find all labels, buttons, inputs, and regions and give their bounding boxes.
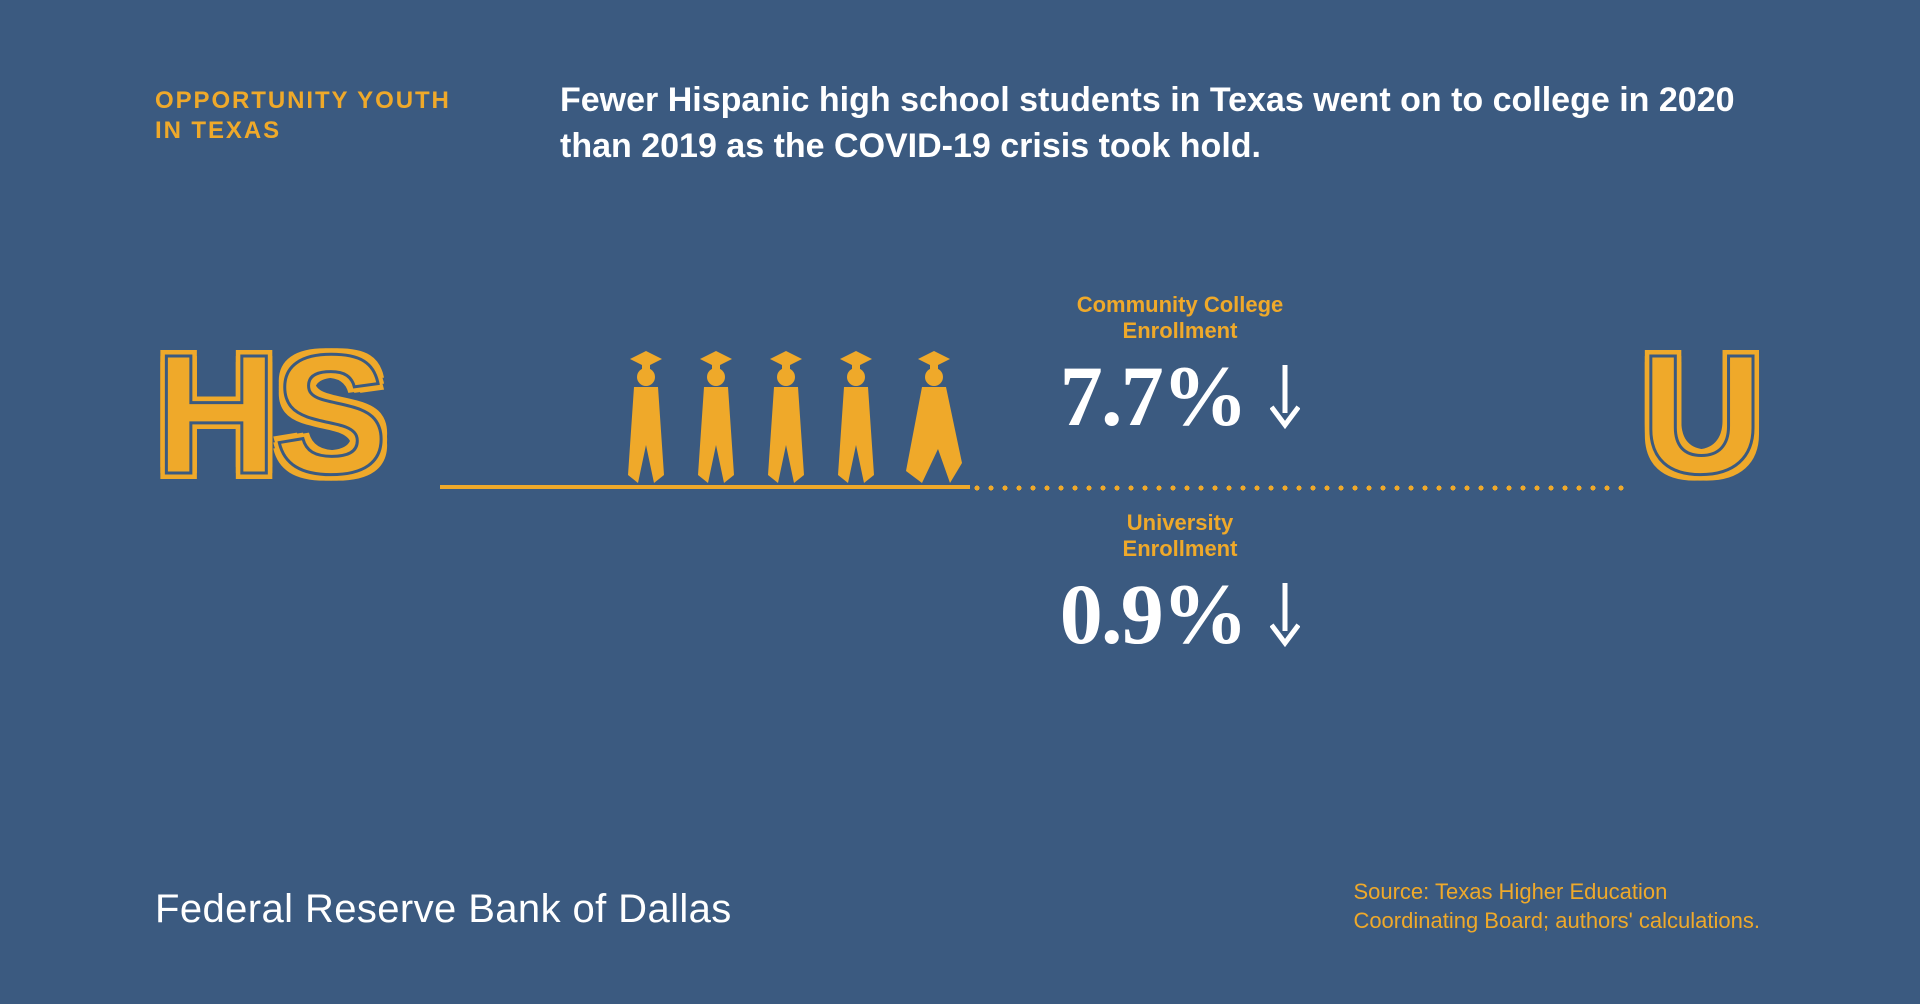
stat-university: University Enrollment 0.9% xyxy=(970,510,1390,657)
kicker-line-2: IN TEXAS xyxy=(155,116,451,146)
source-line-2: Coordinating Board; authors' calculation… xyxy=(1353,906,1760,936)
graduate-icon xyxy=(690,345,742,485)
timeline-solid xyxy=(440,485,970,489)
kicker-line-1: OPPORTUNITY YOUTH xyxy=(155,86,451,116)
infographic-canvas: OPPORTUNITY YOUTH IN TEXAS Fewer Hispani… xyxy=(0,0,1920,1004)
graduate-icon xyxy=(760,345,812,485)
graduates-row xyxy=(620,345,974,485)
timeline-dotted xyxy=(970,485,1630,491)
hs-varsity-label: HS xyxy=(155,330,384,500)
stat-row: 7.7% xyxy=(970,353,1390,439)
source-citation: Source: Texas Higher Education Coordinat… xyxy=(1353,877,1760,936)
u-varsity-label: U xyxy=(1641,330,1760,500)
graduate-walking-icon xyxy=(900,345,974,485)
graduate-icon xyxy=(620,345,672,485)
graduate-icon xyxy=(830,345,882,485)
source-line-1: Source: Texas Higher Education xyxy=(1353,877,1760,907)
stat-label-line2: Enrollment xyxy=(970,318,1390,344)
graduate-icon xyxy=(830,345,882,485)
stat-value: 0.9% xyxy=(1060,571,1247,657)
stat-label-line1: University xyxy=(970,510,1390,536)
arrow-down-icon xyxy=(1270,363,1300,429)
arrow-down-icon xyxy=(1270,581,1300,647)
graduate-icon xyxy=(760,345,812,485)
stat-label-line2: Enrollment xyxy=(970,536,1390,562)
stat-label: Community College Enrollment xyxy=(970,292,1390,345)
stat-community-college: Community College Enrollment 7.7% xyxy=(970,292,1390,439)
kicker: OPPORTUNITY YOUTH IN TEXAS xyxy=(155,86,451,146)
graduate-walking-icon xyxy=(900,345,974,485)
stat-label-line1: Community College xyxy=(970,292,1390,318)
stat-value: 7.7% xyxy=(1060,353,1247,439)
stat-row: 0.9% xyxy=(970,571,1390,657)
organization-name: Federal Reserve Bank of Dallas xyxy=(155,887,732,932)
graduate-icon xyxy=(690,345,742,485)
graduate-icon xyxy=(620,345,672,485)
headline: Fewer Hispanic high school students in T… xyxy=(560,78,1770,170)
stat-label: University Enrollment xyxy=(970,510,1390,563)
